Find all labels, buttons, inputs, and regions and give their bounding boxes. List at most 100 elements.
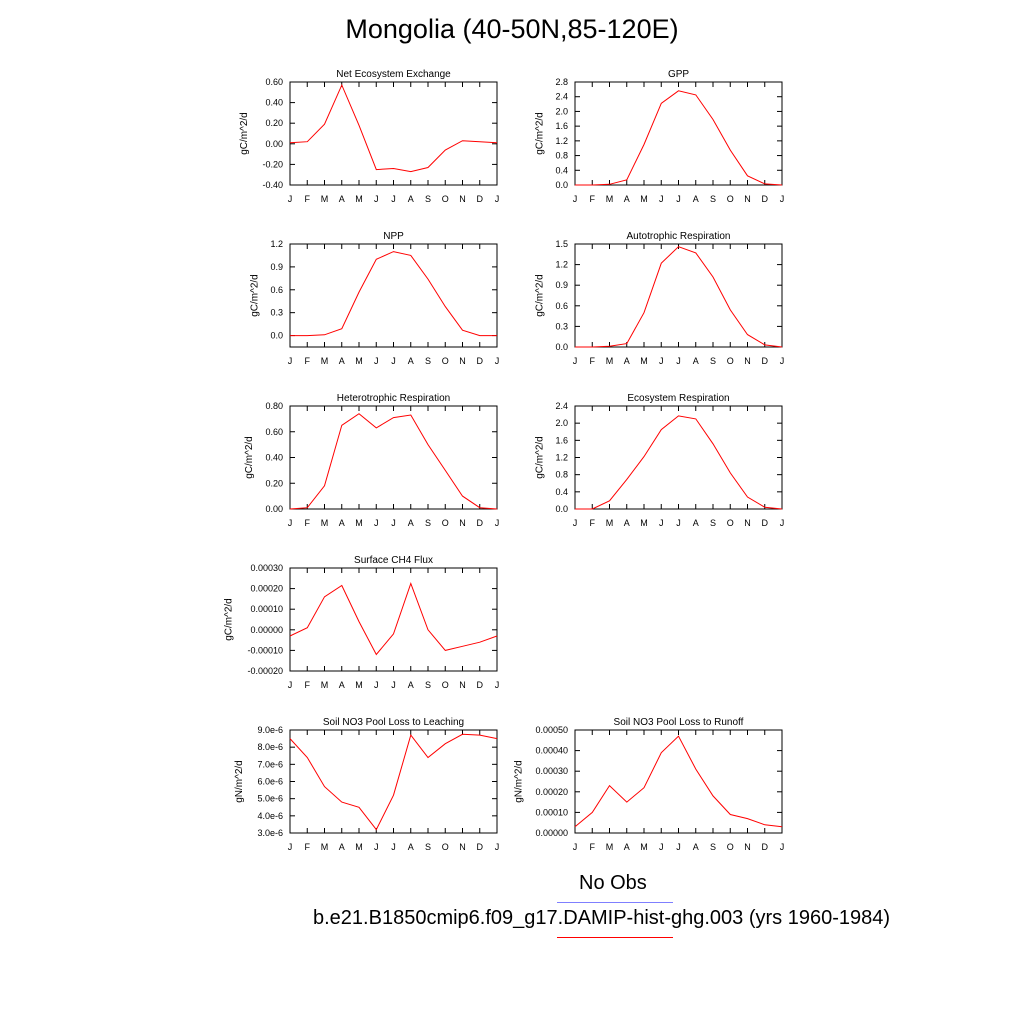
x-tick-label: J: [288, 356, 293, 366]
panel-title: Ecosystem Respiration: [627, 393, 729, 404]
x-tick-label: J: [659, 194, 664, 204]
x-tick-label: O: [442, 356, 449, 366]
x-tick-label: J: [780, 194, 785, 204]
y-tick-label: 0.4: [555, 487, 568, 497]
y-tick-label: 0.00010: [250, 604, 283, 614]
x-tick-label: J: [495, 356, 500, 366]
x-tick-label: S: [425, 356, 431, 366]
x-tick-label: J: [659, 356, 664, 366]
x-tick-label: D: [762, 356, 769, 366]
x-tick-label: J: [573, 518, 578, 528]
y-tick-label: 1.6: [555, 435, 568, 445]
x-tick-label: M: [355, 842, 363, 852]
x-tick-label: A: [408, 842, 414, 852]
plot-frame: [574, 81, 783, 186]
plot-frame: [574, 729, 783, 834]
x-tick-label: N: [459, 842, 466, 852]
x-tick-label: J: [573, 194, 578, 204]
x-tick-label: M: [606, 356, 614, 366]
x-tick-label: A: [339, 194, 345, 204]
x-tick-label: O: [727, 356, 734, 366]
plot-frame: [574, 405, 783, 510]
y-axis-label: gC/m^2/d: [244, 436, 255, 479]
y-tick-label: 0.00020: [535, 787, 568, 797]
model-legend-line: [557, 937, 673, 938]
y-tick-label: 5.0e-6: [257, 794, 283, 804]
x-tick-label: M: [640, 356, 648, 366]
series-line: [289, 582, 498, 656]
x-tick-label: F: [305, 356, 311, 366]
y-tick-label: 0.0: [555, 504, 568, 514]
series-line: [575, 90, 783, 186]
x-tick-label: J: [573, 356, 578, 366]
x-tick-label: A: [693, 356, 699, 366]
x-tick-label: J: [676, 194, 681, 204]
y-tick-label: -0.40: [262, 180, 283, 190]
x-tick-label: J: [391, 194, 396, 204]
x-tick-label: S: [425, 194, 431, 204]
y-tick-label: 1.2: [555, 136, 568, 146]
y-tick-label: 0.00: [265, 504, 283, 514]
x-tick-label: J: [288, 518, 293, 528]
plot-frame: [289, 405, 498, 510]
y-tick-label: 1.2: [270, 239, 283, 249]
x-tick-label: S: [425, 842, 431, 852]
x-tick-label: J: [391, 518, 396, 528]
panel-title: Soil NO3 Pool Loss to Runoff: [614, 717, 744, 728]
y-tick-label: 0.00040: [535, 746, 568, 756]
x-tick-label: J: [374, 518, 379, 528]
x-tick-label: F: [305, 842, 311, 852]
y-tick-label: 0.80: [265, 401, 283, 411]
y-tick-label: 0.6: [555, 301, 568, 311]
x-tick-label: J: [374, 842, 379, 852]
x-tick-label: M: [355, 518, 363, 528]
x-tick-label: N: [744, 194, 751, 204]
series-line: [575, 246, 783, 348]
model-legend-label: b.e21.B1850cmip6.f09_g17.DAMIP-hist-ghg.…: [313, 907, 891, 929]
y-tick-label: -0.00010: [247, 645, 283, 655]
x-tick-label: M: [640, 842, 648, 852]
x-tick-label: N: [744, 356, 751, 366]
panel-title: Heterotrophic Respiration: [337, 393, 450, 404]
x-tick-label: F: [590, 518, 596, 528]
y-tick-label: 7.0e-6: [257, 759, 283, 769]
x-tick-label: S: [710, 518, 716, 528]
y-tick-label: 0.8: [555, 470, 568, 480]
x-tick-label: J: [374, 680, 379, 690]
y-tick-label: 0.20: [265, 118, 283, 128]
y-tick-label: 0.60: [265, 427, 283, 437]
x-tick-label: O: [727, 842, 734, 852]
x-tick-label: J: [288, 680, 293, 690]
y-tick-label: 0.3: [270, 308, 283, 318]
x-tick-label: A: [339, 842, 345, 852]
y-tick-label: 0.00030: [250, 563, 283, 573]
y-tick-label: 4.0e-6: [257, 811, 283, 821]
x-tick-label: F: [305, 680, 311, 690]
series-line: [575, 415, 783, 510]
x-tick-label: A: [624, 518, 630, 528]
x-tick-label: M: [321, 518, 329, 528]
x-tick-label: J: [676, 518, 681, 528]
x-tick-label: J: [676, 842, 681, 852]
x-tick-label: M: [321, 842, 329, 852]
y-tick-label: 0.40: [265, 453, 283, 463]
y-tick-label: 2.0: [555, 418, 568, 428]
x-tick-label: O: [727, 194, 734, 204]
y-tick-label: 0.00000: [250, 625, 283, 635]
x-tick-label: M: [606, 518, 614, 528]
y-tick-label: 0.0: [270, 331, 283, 341]
y-tick-label: 0.00020: [250, 584, 283, 594]
x-tick-label: O: [442, 680, 449, 690]
page-title: Mongolia (40-50N,85-120E): [345, 14, 679, 44]
y-tick-label: 3.0e-6: [257, 828, 283, 838]
panel-title: Soil NO3 Pool Loss to Leaching: [323, 717, 464, 728]
y-axis-label: gN/m^2/d: [514, 760, 525, 803]
y-tick-label: 0.00000: [535, 828, 568, 838]
x-tick-label: J: [780, 842, 785, 852]
x-tick-label: A: [408, 194, 414, 204]
y-axis-label: gC/m^2/d: [239, 112, 250, 155]
x-tick-label: F: [590, 194, 596, 204]
x-tick-label: D: [477, 356, 484, 366]
y-axis-label: gN/m^2/d: [234, 760, 245, 803]
y-tick-label: 0.40: [265, 98, 283, 108]
